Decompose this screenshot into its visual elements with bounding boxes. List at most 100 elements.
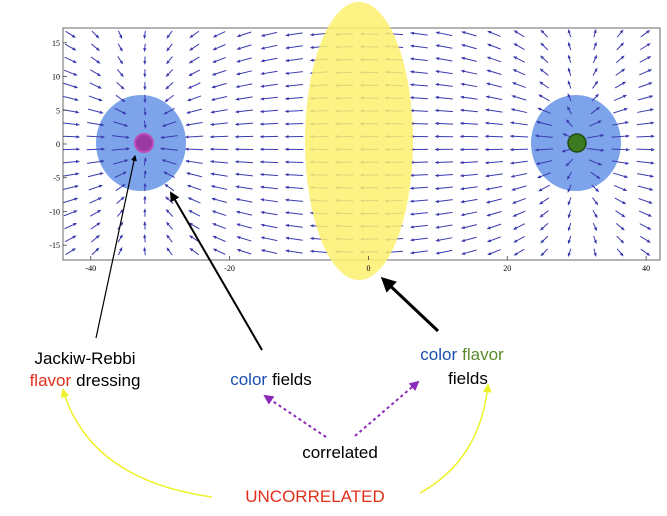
streamline-segment bbox=[593, 41, 597, 51]
streamline-segment bbox=[616, 29, 624, 38]
streamline-segment bbox=[612, 172, 629, 178]
streamline-segment bbox=[615, 222, 625, 231]
streamline-segment bbox=[260, 83, 278, 88]
streamline-segment bbox=[115, 94, 126, 103]
streamline-segment bbox=[592, 54, 597, 64]
streamline-segment bbox=[210, 96, 228, 101]
streamline-segment bbox=[187, 197, 201, 204]
streamline-segment bbox=[63, 160, 81, 164]
streamline-segment bbox=[567, 80, 572, 89]
streamline-segment bbox=[487, 30, 501, 37]
streamline-segment bbox=[284, 160, 304, 164]
y-axis: 15 10 5 0 -5 -10 -15 bbox=[49, 39, 67, 250]
streamline-segment bbox=[260, 249, 278, 255]
streamline-segment bbox=[509, 148, 529, 152]
streamline-segment bbox=[460, 198, 478, 204]
streamline-segment bbox=[210, 109, 228, 114]
streamline-segment bbox=[615, 210, 626, 218]
streamline-segment bbox=[537, 107, 551, 114]
streamline-segment bbox=[284, 71, 303, 75]
streamline-segment bbox=[118, 30, 123, 40]
streamline-segment bbox=[114, 171, 127, 178]
streamline-segment bbox=[284, 185, 304, 189]
streamline-segment bbox=[538, 94, 550, 102]
streamline-segment bbox=[486, 236, 501, 243]
streamline-segment bbox=[509, 134, 529, 138]
streamline-segment bbox=[435, 237, 453, 242]
streamline-segment bbox=[640, 248, 651, 256]
streamline-segment bbox=[285, 45, 303, 50]
streamline-segment bbox=[591, 93, 600, 102]
y-tick-label: 0 bbox=[56, 140, 60, 149]
streamline-segment bbox=[513, 30, 525, 38]
streamline-segment bbox=[164, 183, 175, 192]
uncorrelated-label: UNCORRELATED bbox=[245, 487, 384, 506]
streamline-segment bbox=[163, 171, 176, 179]
streamline-segment bbox=[538, 197, 550, 205]
left-quark-charge bbox=[134, 133, 154, 153]
streamline-segment bbox=[234, 109, 253, 114]
streamline-segment bbox=[113, 121, 129, 127]
streamline-segment bbox=[484, 173, 503, 178]
flavor-word-2: flavor bbox=[462, 345, 504, 364]
streamline-segment bbox=[165, 208, 174, 217]
streamline-segment bbox=[435, 70, 453, 75]
streamline-segment bbox=[65, 248, 77, 256]
streamline-segment bbox=[637, 185, 654, 191]
streamline-segment bbox=[567, 106, 572, 115]
streamline-segment bbox=[460, 56, 477, 62]
flavor-dressing-label: flavor dressing bbox=[30, 371, 141, 390]
streamline-segment bbox=[63, 172, 80, 177]
streamline-segment bbox=[260, 236, 278, 242]
streamline-segment bbox=[260, 57, 278, 63]
streamline-segment bbox=[235, 96, 253, 101]
streamline-segment bbox=[409, 96, 429, 100]
streamline-segment bbox=[90, 222, 101, 230]
streamline-segment bbox=[435, 249, 453, 255]
streamline-segment bbox=[639, 56, 652, 63]
streamline-segment bbox=[63, 197, 79, 204]
correlated-label: correlated bbox=[302, 443, 378, 462]
streamline-segment bbox=[164, 94, 175, 103]
streamline-segment bbox=[459, 186, 478, 191]
streamline-segment bbox=[63, 135, 81, 139]
streamline-segment bbox=[460, 82, 478, 88]
streamline-segment bbox=[86, 147, 106, 151]
dressing-word: dressing bbox=[76, 371, 140, 390]
streamline-segment bbox=[189, 30, 200, 39]
streamline-segment bbox=[534, 134, 553, 138]
streamline-segment bbox=[565, 158, 574, 167]
y-tick-label: -15 bbox=[49, 241, 60, 250]
streamline-segment bbox=[284, 173, 304, 177]
streamline-segment bbox=[461, 44, 477, 50]
streamline-segment bbox=[63, 95, 79, 101]
streamline-segment bbox=[63, 82, 79, 89]
streamline-segment bbox=[540, 29, 549, 38]
streamline-segment bbox=[567, 210, 572, 219]
streamline-segment bbox=[588, 159, 603, 166]
streamline-segment bbox=[435, 44, 453, 49]
streamline-segment bbox=[460, 69, 478, 75]
streamline-segment bbox=[536, 172, 551, 179]
streamline-segment bbox=[235, 198, 253, 203]
streamline-segment bbox=[460, 211, 478, 217]
streamline-segment bbox=[88, 95, 103, 102]
streamline-segment bbox=[511, 185, 527, 191]
streamline-segment bbox=[116, 196, 125, 204]
streamline-segment bbox=[460, 236, 477, 242]
streamline-segment bbox=[234, 160, 254, 164]
streamline-segment bbox=[616, 42, 625, 51]
streamline-segment bbox=[212, 248, 226, 255]
streamline-segment bbox=[510, 172, 528, 178]
streamline-segment bbox=[567, 28, 572, 38]
streamline-segment bbox=[591, 184, 600, 193]
y-tick-label: -10 bbox=[49, 207, 60, 216]
streamline-segment bbox=[212, 31, 226, 38]
streamline-segment bbox=[259, 109, 279, 114]
streamline-segment bbox=[236, 44, 252, 50]
streamline-segment bbox=[163, 107, 175, 115]
streamline-segment bbox=[63, 69, 78, 76]
streamline-segment bbox=[211, 82, 227, 89]
jackiw-rebbi-pointer-arrow bbox=[95, 154, 137, 339]
